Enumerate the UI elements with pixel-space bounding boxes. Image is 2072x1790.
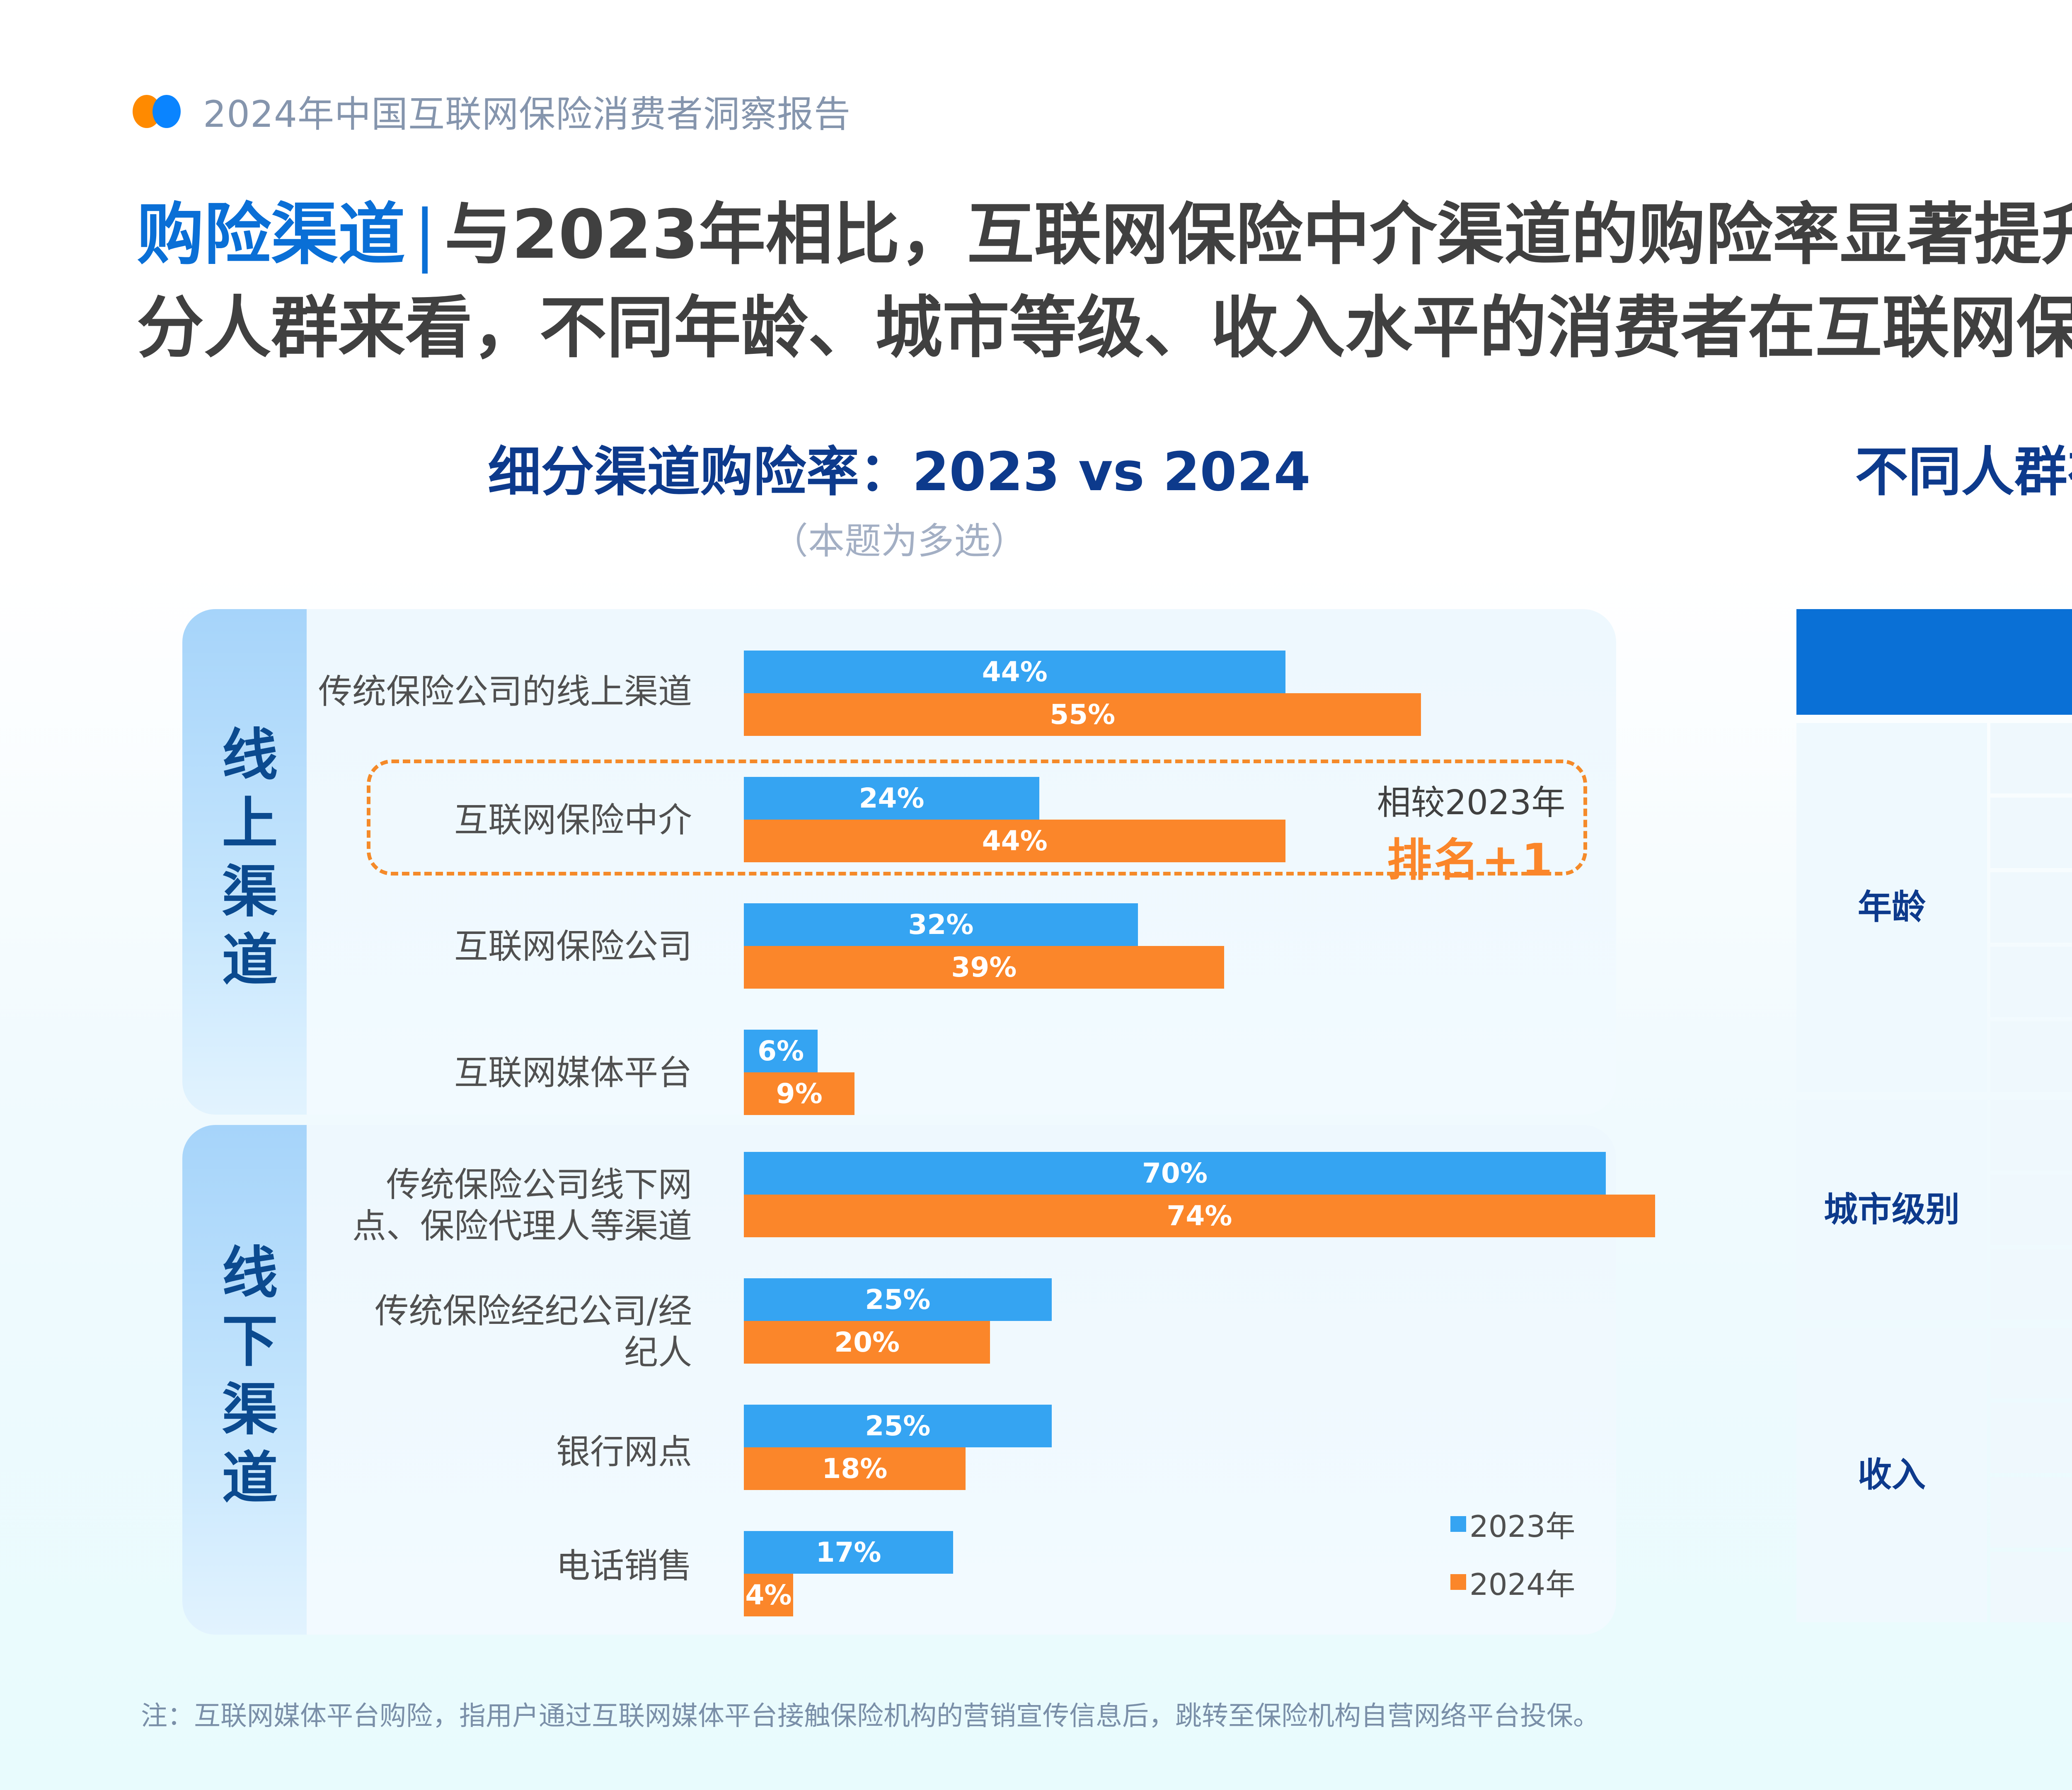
left-chart-title: 细分渠道购险率：2023 vs 2024 xyxy=(488,441,1311,503)
legend-label-2023: 2023年 xyxy=(1469,1509,1576,1544)
bar-2023: 25% xyxy=(744,1278,1052,1321)
category-label: 互联网媒体平台 xyxy=(454,1053,692,1093)
category-label: 传统保险公司的线上渠道 xyxy=(318,672,692,711)
bar-2023: 24% xyxy=(744,777,1040,820)
segment-name: 51-60岁 xyxy=(1990,947,2072,1017)
category-label: 银行网点 xyxy=(556,1432,692,1472)
legend-2024: 2024年 xyxy=(1450,1560,1575,1604)
online-channels-label: 线上渠道 xyxy=(212,725,277,999)
category-label: 传统保险经纪公司/经纪人 xyxy=(375,1292,692,1372)
segment-name: 41-50岁 xyxy=(1990,872,2072,943)
bar-2024: 74% xyxy=(744,1195,1655,1237)
segment-name: 一线 xyxy=(1990,1100,2072,1171)
bar-2023: 32% xyxy=(744,903,1138,946)
table-row: 小康收入21%40% xyxy=(1990,1403,2072,1473)
category-label: 传统保险公司线下网点、保险代理人等渠道 xyxy=(352,1165,692,1246)
report-header: 2024年中国互联网保险消费者洞察报告 xyxy=(133,85,851,138)
table-group: 城市级别一线30%46%二线24%43%三线及以下21%44% xyxy=(1796,1100,2072,1320)
segment-name: 20-30岁 xyxy=(1990,723,2072,793)
bar-2023: 6% xyxy=(744,1030,818,1072)
brand-dots-icon xyxy=(133,93,191,130)
online-side-band: 线上渠道 xyxy=(182,609,307,1115)
table-header: 人群 2023年 2024年 xyxy=(1796,609,2072,715)
legend-2023: 2023年 xyxy=(1450,1502,1575,1546)
table-row: 一线30%46% xyxy=(1990,1100,2072,1171)
right-table-subtitle: （本题为多选） xyxy=(1796,512,2072,564)
segment-name: 中产收入 xyxy=(1990,1477,2072,1548)
highlight-dashed-box xyxy=(367,760,1587,876)
bar-2023: 17% xyxy=(744,1531,954,1574)
rank-annotation-line1: 相较2023年 xyxy=(1377,783,1566,822)
legend-swatch-2023 xyxy=(1450,1516,1466,1532)
segment-table: 人群 2023年 2024年 年龄20-30岁25%52%31-40岁29%46… xyxy=(1796,609,2072,1622)
rank-annotation-line2: 排名+1 xyxy=(1387,835,1555,886)
table-row: 三线及以下21%44% xyxy=(1990,1249,2072,1320)
table-row: 二线24%43% xyxy=(1990,1175,2072,1245)
bar-2024: 18% xyxy=(744,1447,966,1490)
rank-annotation: 相较2023年 排名+1 xyxy=(1368,775,1575,889)
segment-name: 31-40岁 xyxy=(1990,798,2072,868)
headline-tag: 购险渠道 xyxy=(137,196,405,274)
table-row: 高收入28%46% xyxy=(1990,1552,2072,1622)
table-row: 51-60岁22%38% xyxy=(1990,947,2072,1017)
bar-2024: 55% xyxy=(744,693,1421,736)
category-label: 电话销售 xyxy=(556,1546,692,1586)
bar-2024: 9% xyxy=(744,1072,855,1115)
offline-channels-label: 线下渠道 xyxy=(212,1243,277,1517)
report-title: 2024年中国互联网保险消费者洞察报告 xyxy=(203,93,851,135)
bar-2024: 44% xyxy=(744,820,1286,862)
group-label: 收入 xyxy=(1796,1328,1987,1622)
page-headline: 购险渠道|与2023年相比，互联网保险中介渠道的购险率显著提升，已跻身线上第二大… xyxy=(137,189,2072,375)
bar-2023: 70% xyxy=(744,1152,1606,1195)
legend-swatch-2024 xyxy=(1450,1574,1466,1590)
right-table-title: 不同人群在互联网保险中介的购险率：2023 vs 2024 xyxy=(1855,441,2072,503)
table-group: 收入低收入13%37%小康收入21%40%中产收入28%46%高收入28%46% xyxy=(1796,1328,2072,1622)
table-row: 中产收入28%46% xyxy=(1990,1477,2072,1548)
table-row: 20-30岁25%52% xyxy=(1990,723,2072,793)
table-group: 年龄20-30岁25%52%31-40岁29%46%41-50岁22%40%51… xyxy=(1796,723,2072,1092)
group-label: 年龄 xyxy=(1796,723,1987,1092)
bar-2024: 20% xyxy=(744,1321,990,1364)
offline-side-band: 线下渠道 xyxy=(182,1125,307,1635)
segment-name: 三线及以下 xyxy=(1990,1249,2072,1320)
segment-name: 60岁以上 xyxy=(1990,1021,2072,1092)
segment-name: 小康收入 xyxy=(1990,1403,2072,1473)
table-row: 低收入13%37% xyxy=(1990,1328,2072,1398)
left-chart-subtitle: （本题为多选） xyxy=(771,520,1027,562)
bar-2024: 4% xyxy=(744,1574,793,1616)
table-row: 31-40岁29%46% xyxy=(1990,798,2072,868)
bar-2023: 25% xyxy=(744,1405,1052,1447)
headline-line2: 分人群来看，不同年龄、城市等级、收入水平的消费者在互联网保险中介的购险率均有提升 xyxy=(137,289,2072,367)
table-row: 60岁以上2%38% xyxy=(1990,1021,2072,1092)
table-row: 41-50岁22%40% xyxy=(1990,872,2072,943)
category-label: 互联网保险中介 xyxy=(454,801,692,840)
headline-line1: 与2023年相比，互联网保险中介渠道的购险率显著提升，已跻身线上第二大购险渠道； xyxy=(444,196,2072,274)
headline-separator: | xyxy=(414,196,436,274)
category-label: 互联网保险公司 xyxy=(454,927,692,966)
legend-label-2024: 2024年 xyxy=(1469,1567,1576,1602)
footnote: 注：互联网媒体平台购险，指用户通过互联网媒体平台接触保险机构的营销宣传信息后，跳… xyxy=(141,1701,1600,1732)
table-body: 年龄20-30岁25%52%31-40岁29%46%41-50岁22%40%51… xyxy=(1796,723,2072,1622)
bar-2023: 44% xyxy=(744,651,1286,693)
segment-name: 低收入 xyxy=(1990,1328,2072,1398)
segment-name: 高收入 xyxy=(1990,1552,2072,1622)
column-header-segment: 人群 xyxy=(1796,609,2072,715)
bar-2024: 39% xyxy=(744,946,1224,989)
group-label: 城市级别 xyxy=(1796,1100,1987,1320)
segment-name: 二线 xyxy=(1990,1175,2072,1245)
